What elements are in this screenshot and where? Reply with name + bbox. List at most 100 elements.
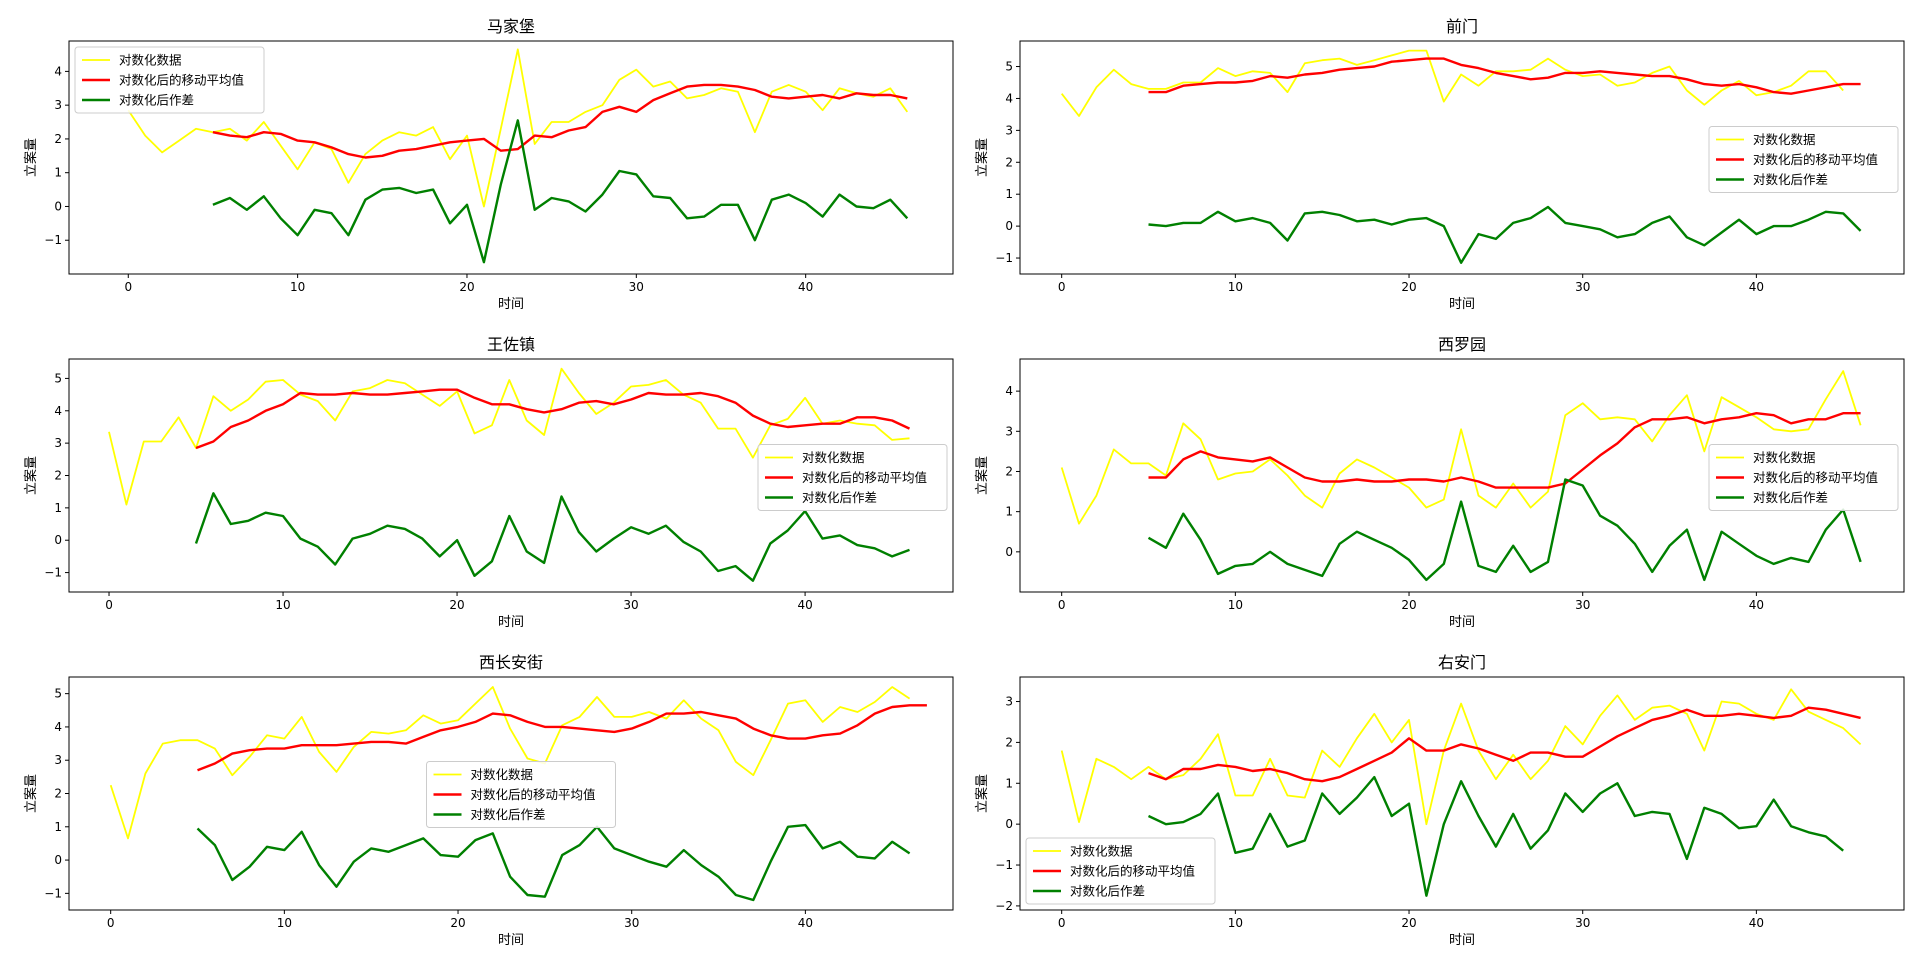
x-axis-label: 时间	[1449, 615, 1475, 630]
chart-panel: 马家堡 0 10 20 30 40 −1 0 1 2 3 4 时间 立案量 对数化数据对数化后的移动平均值对…	[24, 17, 954, 312]
x-tick-label: 40	[1749, 280, 1764, 294]
x-tick-label: 20	[1401, 916, 1416, 930]
chart-panel: 前门 0 10 20 30 40 −1 0 1 2 3 4 5 时间 立案量 对数化数据对数化后的移动平均值对…	[975, 17, 1905, 312]
series-line	[1148, 57, 1861, 95]
y-tick-label: 4	[1005, 91, 1013, 105]
legend-label: 对数化数据	[1753, 450, 1816, 465]
x-tick-label: 30	[1575, 916, 1590, 930]
x-tick-label: 40	[798, 916, 813, 930]
axes-frame	[68, 40, 954, 275]
series-line	[1060, 688, 1862, 826]
y-tick-label: 1	[1005, 776, 1013, 790]
y-tick-label: 2	[54, 132, 62, 146]
series-line	[212, 83, 908, 159]
legend-box	[1025, 837, 1216, 905]
chart-title: 右安门	[1438, 653, 1486, 672]
y-tick-label: 3	[54, 753, 62, 767]
chart-title: 西长安街	[479, 653, 543, 672]
legend-label: 对数化后作差	[802, 490, 877, 505]
legend-box	[1708, 444, 1899, 511]
chart-panel: 右安门 0 10 20 30 40 −2 −1 0 1 2 3 时间 立案量对数化数据对数化后的移动平均值…	[975, 653, 1905, 948]
plot-area	[1060, 49, 1862, 264]
y-tick-label: 4	[1005, 384, 1013, 398]
chart-panel: 西长安街 0 10 20 30 40 −1 0 1 2 3 4 5 时间 立案量 对数化数据对数化后的移动平均…	[24, 653, 954, 948]
x-tick-label: 10	[1228, 916, 1243, 930]
y-tick-label: 5	[1005, 60, 1013, 74]
y-tick-label: −1	[44, 566, 62, 580]
legend-label: 对数化数据	[119, 53, 182, 68]
axes-frame	[1019, 358, 1905, 593]
legend-label: 对数化后的移动平均值	[802, 470, 927, 485]
x-tick-label: 0	[1058, 598, 1066, 612]
series-line	[127, 48, 909, 208]
plot-area	[1060, 370, 1862, 582]
axes-frame	[68, 358, 954, 593]
y-tick-label: −1	[44, 886, 62, 900]
y-tick-label: 0	[1005, 219, 1013, 233]
legend-label: 对数化后的移动平均值	[119, 73, 244, 88]
y-tick-label: 4	[54, 720, 62, 734]
y-tick-label: 0	[54, 533, 62, 547]
y-axis-label: 立案量	[24, 138, 39, 177]
y-tick-label: 2	[1005, 155, 1013, 169]
legend-box	[426, 761, 616, 828]
series-line	[212, 119, 909, 264]
legend-label: 对数化后作差	[1753, 490, 1828, 505]
axes-frame	[1019, 40, 1905, 275]
x-tick-label: 20	[459, 280, 474, 294]
y-tick-label: 3	[1005, 123, 1013, 137]
x-axis-label: 时间	[498, 615, 524, 630]
plot-area	[1060, 688, 1862, 897]
x-axis-label: 时间	[498, 933, 524, 948]
series-line	[109, 686, 911, 840]
x-tick-label: 0	[105, 598, 113, 612]
y-tick-label: −1	[995, 251, 1013, 265]
legend-label: 对数化后作差	[471, 807, 546, 822]
x-tick-label: 30	[623, 598, 638, 612]
y-tick-label: 5	[54, 371, 62, 385]
legend-label: 对数化后的移动平均值	[1753, 470, 1878, 485]
y-tick-label: 1	[1005, 505, 1013, 519]
chart-title: 西罗园	[1438, 335, 1486, 354]
legend-label: 对数化后作差	[119, 93, 194, 108]
y-axis-label: 立案量	[975, 774, 990, 813]
x-tick-label: 40	[798, 280, 813, 294]
y-tick-label: 2	[1005, 735, 1013, 749]
x-tick-label: 30	[1575, 598, 1590, 612]
y-tick-label: 1	[1005, 187, 1013, 201]
y-tick-label: −1	[44, 233, 62, 247]
y-tick-label: 2	[54, 787, 62, 801]
x-axis-label: 时间	[1449, 297, 1475, 312]
x-tick-label: 40	[1749, 598, 1764, 612]
series-line	[197, 704, 927, 772]
legend-label: 对数化后的移动平均值	[471, 787, 596, 802]
x-tick-label: 0	[107, 916, 115, 930]
legend-box	[757, 444, 948, 511]
x-tick-label: 30	[629, 280, 644, 294]
x-tick-label: 0	[1058, 280, 1066, 294]
y-tick-label: 1	[54, 820, 62, 834]
legend-label: 对数化后的移动平均值	[1070, 864, 1195, 879]
x-tick-label: 20	[450, 916, 465, 930]
series-line	[194, 492, 910, 582]
x-tick-label: 10	[290, 280, 305, 294]
plot-area	[108, 367, 911, 582]
legend-label: 对数化后作差	[1753, 172, 1828, 187]
y-axis-label: 立案量	[975, 456, 990, 495]
x-axis-label: 时间	[498, 297, 524, 312]
y-tick-label: 1	[54, 166, 62, 180]
series-line	[195, 388, 911, 450]
legend-label: 对数化后作差	[1070, 884, 1145, 899]
y-tick-label: 0	[54, 199, 62, 213]
x-tick-label: 20	[1401, 280, 1416, 294]
x-tick-label: 10	[1228, 280, 1243, 294]
legend-label: 对数化后的移动平均值	[1753, 152, 1878, 167]
series-line	[1147, 775, 1844, 897]
legend-box	[1708, 126, 1899, 193]
x-tick-label: 10	[1228, 598, 1243, 612]
y-tick-label: −1	[995, 858, 1013, 872]
